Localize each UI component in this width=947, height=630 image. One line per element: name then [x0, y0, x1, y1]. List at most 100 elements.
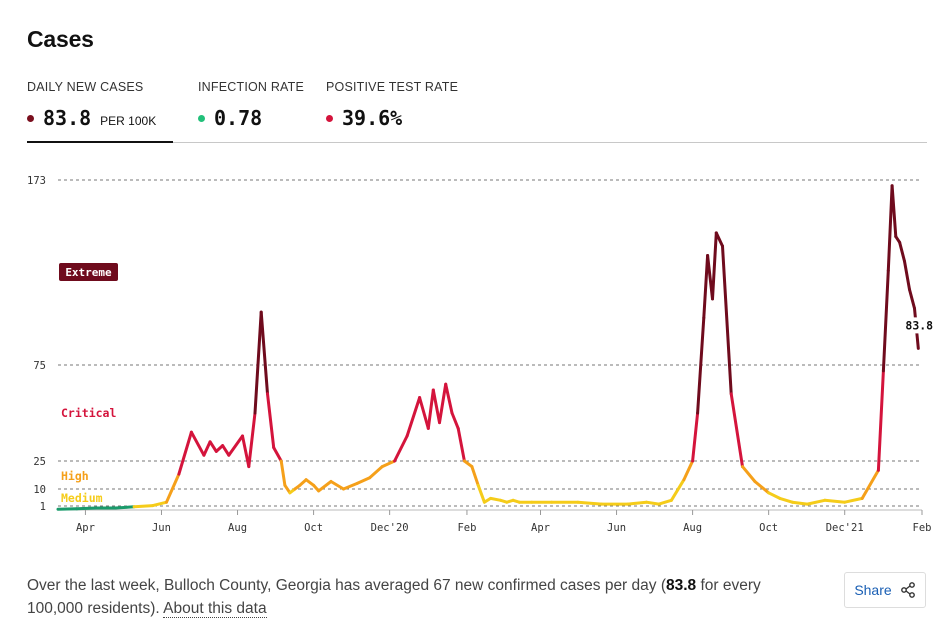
tab-label: INFECTION RATE — [198, 80, 305, 94]
series-segment — [576, 500, 604, 506]
risk-level-label: High — [61, 469, 89, 483]
x-tick-label: Feb — [457, 522, 476, 534]
series-segment — [714, 231, 724, 248]
series-segment — [890, 184, 898, 239]
x-tick-label: Oct — [304, 522, 323, 534]
series-segment — [317, 480, 333, 493]
series-segment — [329, 480, 345, 491]
series-segment — [418, 396, 430, 430]
series-segment — [380, 459, 397, 469]
tab-unit: PER 100K — [100, 114, 157, 128]
series-segment — [259, 310, 269, 396]
series-segment — [113, 505, 136, 510]
series-segment — [151, 500, 168, 508]
series-segment — [898, 240, 906, 263]
series-segment — [626, 500, 648, 506]
x-tick-label: Jun — [607, 522, 626, 534]
series-segment — [247, 411, 257, 469]
tab-value: 83.8 — [43, 106, 92, 130]
y-tick-label: 1 — [40, 501, 46, 513]
series-segment — [886, 184, 894, 273]
series-segment — [227, 434, 244, 457]
y-tick-label: 173 — [27, 175, 46, 187]
series-segment — [304, 478, 316, 487]
series-dot-icon — [27, 115, 34, 122]
tab-daily-new-cases[interactable]: DAILY NEW CASES 83.8 PER 100K — [27, 80, 173, 143]
series-segment — [405, 396, 422, 438]
series-segment — [860, 468, 880, 500]
series-segment — [489, 496, 503, 502]
series-segment — [177, 430, 193, 476]
series-segment — [342, 481, 359, 491]
x-tick-label: Aug — [228, 522, 247, 534]
series-segment — [470, 465, 480, 487]
risk-level-label: Critical — [61, 406, 116, 420]
series-segment — [876, 369, 885, 472]
series-segment — [272, 446, 283, 463]
tab-label: DAILY NEW CASES — [27, 80, 144, 94]
series-segment — [476, 483, 486, 504]
share-label: Share — [854, 582, 892, 598]
summary-text-before: Over the last week, Bulloch County, Geor… — [27, 577, 666, 594]
series-segment — [729, 392, 744, 469]
summary-bold-value: 83.8 — [666, 577, 697, 594]
summary-text: Over the last week, Bulloch County, Geor… — [27, 574, 797, 620]
x-tick-label: Apr — [76, 522, 95, 534]
series-segment — [132, 504, 155, 509]
series-segment — [702, 254, 710, 320]
share-icon — [900, 582, 915, 598]
series-segment — [790, 500, 809, 506]
share-button[interactable]: Share — [844, 572, 926, 608]
series-segment — [843, 496, 864, 504]
series-segment — [741, 465, 757, 483]
series-segment — [462, 459, 474, 469]
series-segment — [753, 480, 771, 495]
series-segment — [189, 430, 206, 457]
series-segment — [444, 382, 454, 415]
series-segment — [165, 472, 181, 504]
series-dot-icon — [326, 115, 333, 122]
series-segment — [241, 434, 251, 469]
tab-infection-rate[interactable]: INFECTION RATE 0.78 — [198, 80, 304, 130]
series-segment — [711, 231, 718, 301]
series-segment — [208, 440, 218, 453]
series-segment — [438, 382, 448, 425]
summary-text-after: for every 100,000 residents). — [27, 577, 761, 617]
x-tick-label: Oct — [759, 522, 778, 534]
x-tick-label: Apr — [531, 522, 550, 534]
risk-level-extreme-badge: Extreme — [59, 263, 118, 281]
series-dot-icon — [198, 115, 205, 122]
series-segment — [450, 411, 460, 430]
series-segment — [221, 444, 231, 457]
about-data-link[interactable]: About this data — [163, 600, 267, 618]
risk-badge-bg — [59, 263, 118, 281]
x-tick-label: Dec'20 — [371, 522, 409, 534]
tab-positive-test-rate[interactable]: POSITIVE TEST RATE 39.6% — [326, 80, 458, 130]
series-segment — [823, 498, 847, 504]
series-segment — [368, 465, 384, 480]
series-segment — [805, 498, 827, 506]
x-tick-label: Dec'21 — [826, 522, 864, 534]
series-segment — [669, 478, 686, 502]
x-tick-label: Feb — [913, 522, 932, 534]
series-segment — [279, 459, 287, 487]
metric-tabs: DAILY NEW CASES 83.8 PER 100K INFECTION … — [27, 80, 927, 143]
y-tick-label: 10 — [33, 484, 46, 496]
series-segment — [253, 310, 263, 415]
series-segment — [767, 491, 782, 500]
y-tick-label: 25 — [33, 456, 46, 468]
series-segment — [426, 388, 435, 430]
series-segment — [881, 269, 890, 373]
series-segment — [202, 440, 212, 457]
series-segment — [778, 496, 794, 504]
series-segment — [75, 506, 99, 511]
page-title: Cases — [27, 26, 94, 52]
series-segment — [903, 259, 911, 291]
series-segment — [908, 288, 916, 310]
tab-value: 0.78 — [214, 106, 263, 130]
series-segment — [657, 498, 673, 506]
series-segment — [431, 388, 441, 425]
series-segment — [721, 244, 733, 396]
series-segment — [456, 426, 466, 463]
risk-level-label: Extreme — [65, 266, 112, 279]
